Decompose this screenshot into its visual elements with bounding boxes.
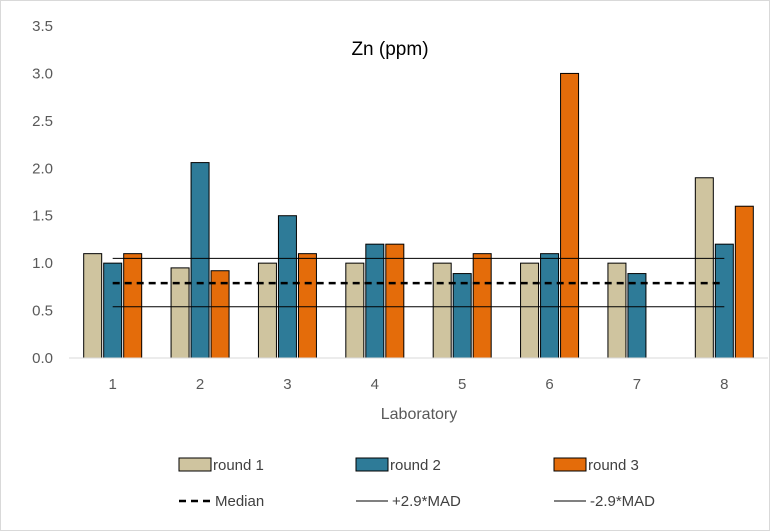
bar-round-1-lab-8 — [694, 177, 714, 359]
legend-label: round 1 — [213, 457, 264, 474]
x-tick-label: 1 — [109, 376, 117, 393]
x-tick-label: 2 — [196, 376, 204, 393]
bar-round-3-lab-1 — [123, 253, 143, 359]
bar-group — [83, 72, 754, 359]
y-tick-label: 1.0 — [32, 255, 53, 272]
legend-swatch — [355, 457, 389, 472]
x-tick-label: 5 — [458, 376, 466, 393]
legend-label: round 2 — [390, 457, 441, 474]
bar-round-2-lab-3 — [277, 215, 297, 359]
legend-swatch — [553, 457, 587, 472]
bar-round-3-lab-8 — [734, 205, 754, 359]
legend-label: -2.9*MAD — [590, 493, 655, 510]
bar-round-1-lab-5 — [432, 262, 452, 359]
bar-round-3-lab-5 — [472, 253, 492, 359]
bar-round-2-lab-2 — [190, 162, 210, 359]
bar-round-1-lab-2 — [170, 267, 190, 359]
legend: round 1 round 2 round 3 Median +2.9*MAD -2.9*… — [178, 457, 655, 510]
bar-round-1-lab-1 — [83, 253, 103, 359]
bar-round-1-lab-3 — [257, 262, 277, 359]
bar-round-1-lab-6 — [520, 262, 540, 359]
x-tick-label: 6 — [545, 376, 553, 393]
x-tick-label: 4 — [371, 376, 379, 393]
bar-round-2-lab-8 — [714, 243, 734, 359]
x-axis-ticks: 1 2 3 4 5 6 7 8 — [109, 376, 729, 393]
legend-label: Median — [215, 493, 264, 510]
x-tick-label: 7 — [633, 376, 641, 393]
bar-round-2-lab-4 — [365, 243, 385, 359]
legend-label: round 3 — [588, 457, 639, 474]
bar-round-2-lab-5 — [452, 273, 472, 359]
y-tick-label: 2.0 — [32, 160, 53, 177]
y-tick-label: 3.0 — [32, 65, 53, 82]
y-tick-label: 0.5 — [32, 303, 53, 320]
bar-round-3-lab-4 — [385, 243, 405, 359]
y-axis-ticks: 0.0 0.5 1.0 1.5 2.0 2.5 3.0 3.5 — [32, 18, 53, 367]
legend-swatch — [178, 457, 212, 472]
bar-round-2-lab-6 — [540, 253, 560, 359]
x-tick-label: 8 — [720, 376, 728, 393]
legend-label: +2.9*MAD — [392, 493, 461, 510]
chart-title: Zn (ppm) — [351, 39, 428, 60]
y-tick-label: 3.5 — [32, 18, 53, 35]
y-tick-label: 1.5 — [32, 208, 53, 225]
bar-round-2-lab-1 — [103, 262, 123, 359]
x-axis-title: Laboratory — [381, 406, 458, 423]
bar-round-2-lab-7 — [627, 273, 647, 359]
bar-round-3-lab-6 — [560, 72, 580, 359]
bar-round-1-lab-7 — [607, 262, 627, 359]
bar-round-3-lab-3 — [297, 253, 317, 359]
x-tick-label: 3 — [283, 376, 291, 393]
reference-lines — [112, 257, 725, 308]
y-tick-label: 0.0 — [32, 350, 53, 367]
bar-round-1-lab-4 — [345, 262, 365, 359]
y-tick-label: 2.5 — [32, 113, 53, 130]
